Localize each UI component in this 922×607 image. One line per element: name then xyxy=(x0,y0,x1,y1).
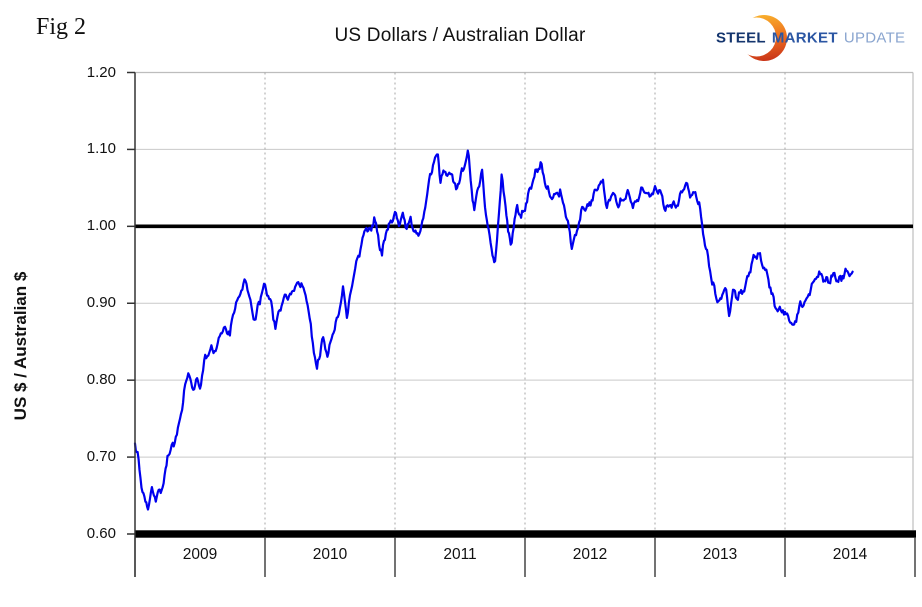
chart-title: US Dollars / Australian Dollar xyxy=(334,25,586,46)
y-tick-label: 0.60 xyxy=(86,525,116,542)
logo-word-update: UPDATE xyxy=(843,29,906,47)
logo-wordmark: STEEL MARKET UPDATE xyxy=(716,30,905,47)
y-tick-label: 1.00 xyxy=(86,217,116,235)
y-tick-label: 0.70 xyxy=(86,448,116,466)
x-tick-label: 2014 xyxy=(832,546,868,563)
y-tick-label: 1.20 xyxy=(86,63,116,81)
y-tick-label: 1.10 xyxy=(86,140,116,158)
figure-number-label: Fig 2 xyxy=(36,14,87,40)
x-tick-label: 2009 xyxy=(182,546,218,563)
y-tick-label: 0.80 xyxy=(86,371,116,389)
y-tick-label: 0.90 xyxy=(86,294,116,312)
exchange-rate-line xyxy=(133,149,854,511)
x-tick-label: 2012 xyxy=(572,546,608,563)
logo-word-market: MARKET xyxy=(771,29,838,47)
x-tick-label: 2010 xyxy=(312,546,348,563)
x-tick-label: 2013 xyxy=(702,546,738,563)
x-tick-label: 2011 xyxy=(443,546,477,563)
x-axis-bar xyxy=(135,530,916,538)
crescent-moon-icon xyxy=(738,15,787,61)
steel-market-update-logo: STEEL MARKET UPDATE xyxy=(716,12,905,64)
logo-word-steel: STEEL xyxy=(716,29,766,47)
